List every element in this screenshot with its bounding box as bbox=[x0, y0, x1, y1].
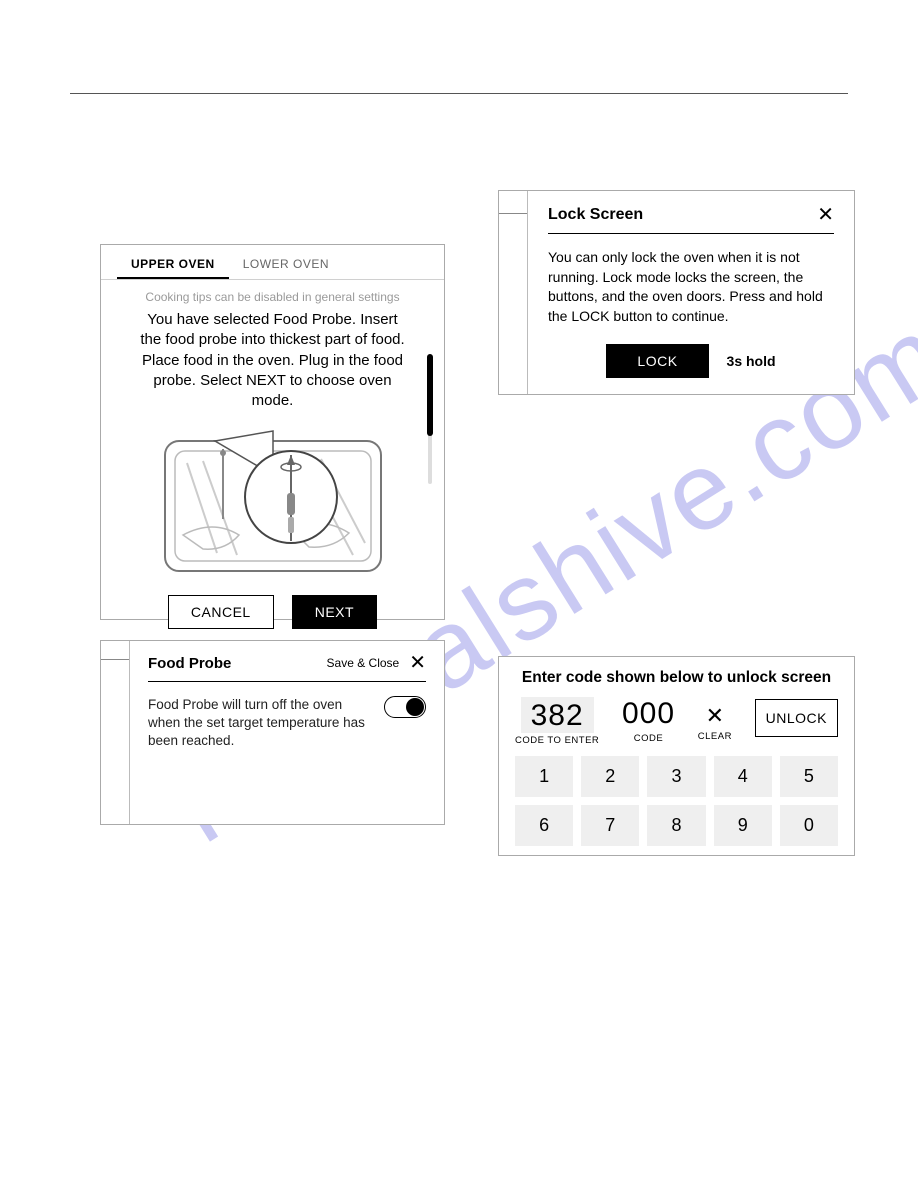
food-probe-settings-panel: Food Probe Save & Close ✕ Food Probe wil… bbox=[100, 640, 445, 825]
clear-label: CLEAR bbox=[698, 729, 732, 742]
probe-illustration bbox=[153, 423, 393, 583]
save-and-close-label[interactable]: Save & Close bbox=[327, 656, 406, 670]
probe-instructions-panel: UPPER OVEN LOWER OVEN Cooking tips can b… bbox=[100, 244, 445, 620]
food-probe-description: Food Probe will turn off the oven when t… bbox=[148, 696, 370, 751]
code-row: 382 CODE TO ENTER 000 CODE ✕ CLEAR UNLOC… bbox=[515, 697, 838, 756]
key-8[interactable]: 8 bbox=[647, 805, 705, 846]
next-button[interactable]: NEXT bbox=[292, 595, 377, 629]
food-probe-toggle[interactable] bbox=[384, 696, 426, 718]
lock-screen-header: Lock Screen ✕ bbox=[548, 205, 834, 234]
probe-instructions-text: You have selected Food Probe. Insert the… bbox=[129, 308, 416, 419]
lock-screen-inner: Lock Screen ✕ You can only lock the oven… bbox=[527, 191, 854, 394]
toggle-knob bbox=[406, 698, 424, 716]
food-probe-header: Food Probe Save & Close ✕ bbox=[148, 653, 426, 682]
panel-stub bbox=[499, 213, 527, 214]
key-9[interactable]: 9 bbox=[714, 805, 772, 846]
food-probe-title: Food Probe bbox=[148, 655, 231, 672]
page: manualshive.com UPPER OVEN LOWER OVEN Co… bbox=[0, 0, 918, 1188]
key-1[interactable]: 1 bbox=[515, 756, 573, 797]
panel-stub bbox=[101, 659, 129, 660]
clear-icon[interactable]: ✕ bbox=[698, 697, 732, 729]
code-to-enter-col: 382 CODE TO ENTER bbox=[515, 697, 599, 746]
food-probe-inner: Food Probe Save & Close ✕ Food Probe wil… bbox=[129, 641, 444, 824]
code-to-enter-label: CODE TO ENTER bbox=[515, 733, 599, 746]
close-icon[interactable]: ✕ bbox=[405, 653, 426, 673]
hold-duration-label: 3s hold bbox=[727, 353, 776, 369]
oven-tabs: UPPER OVEN LOWER OVEN bbox=[101, 245, 444, 280]
cancel-button[interactable]: CANCEL bbox=[168, 595, 274, 629]
key-2[interactable]: 2 bbox=[581, 756, 639, 797]
lock-screen-title: Lock Screen bbox=[548, 206, 643, 224]
key-4[interactable]: 4 bbox=[714, 756, 772, 797]
food-probe-row: Food Probe will turn off the oven when t… bbox=[148, 682, 426, 751]
clear-col[interactable]: ✕ CLEAR bbox=[698, 697, 732, 742]
code-entered-col: 000 CODE bbox=[622, 697, 675, 744]
tab-lower-oven[interactable]: LOWER OVEN bbox=[229, 249, 343, 279]
unlock-title: Enter code shown below to unlock screen bbox=[515, 669, 838, 697]
probe-buttons: CANCEL NEXT bbox=[101, 583, 444, 643]
lock-actions: LOCK 3s hold bbox=[548, 340, 834, 378]
code-entered-value: 000 bbox=[622, 697, 675, 731]
close-icon[interactable]: ✕ bbox=[813, 205, 834, 225]
unlock-button[interactable]: UNLOCK bbox=[755, 699, 838, 737]
tab-upper-oven[interactable]: UPPER OVEN bbox=[117, 249, 229, 279]
key-5[interactable]: 5 bbox=[780, 756, 838, 797]
lock-screen-body: You can only lock the oven when it is no… bbox=[548, 234, 834, 340]
probe-body: You have selected Food Probe. Insert the… bbox=[101, 308, 444, 583]
code-entered-label: CODE bbox=[622, 731, 675, 744]
scrollbar-thumb[interactable] bbox=[427, 354, 433, 436]
tips-disabled-note: Cooking tips can be disabled in general … bbox=[101, 280, 444, 308]
unlock-keypad-panel: Enter code shown below to unlock screen … bbox=[498, 656, 855, 856]
code-to-enter-value: 382 bbox=[521, 697, 594, 733]
keypad: 1 2 3 4 5 6 7 8 9 0 bbox=[515, 756, 838, 846]
key-7[interactable]: 7 bbox=[581, 805, 639, 846]
key-0[interactable]: 0 bbox=[780, 805, 838, 846]
key-3[interactable]: 3 bbox=[647, 756, 705, 797]
key-6[interactable]: 6 bbox=[515, 805, 573, 846]
lock-screen-panel: Lock Screen ✕ You can only lock the oven… bbox=[498, 190, 855, 395]
top-rule bbox=[70, 93, 848, 94]
lock-button[interactable]: LOCK bbox=[606, 344, 708, 378]
